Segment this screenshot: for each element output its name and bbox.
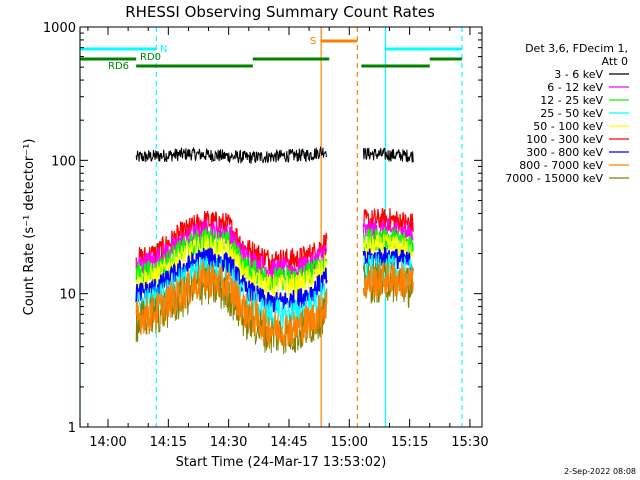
x-tick-label: 15:15	[391, 435, 428, 450]
legend-header-line2: Att 0	[602, 55, 628, 68]
y-axis: 1 10 100 1000	[43, 21, 482, 436]
y-axis-label: Count Rate (s⁻¹ detector⁻¹)	[22, 139, 37, 316]
series-8	[135, 261, 414, 349]
x-tick-label: 15:00	[331, 435, 368, 450]
chart-title: RHESSI Observing Summary Count Rates	[125, 3, 435, 21]
flag-label-s: S	[310, 36, 316, 47]
x-tick-label: 14:15	[150, 435, 187, 450]
y-tick-label: 1000	[43, 21, 76, 36]
legend-label: 25 - 50 keV	[540, 107, 603, 120]
legend-label: 6 - 12 keV	[547, 81, 603, 94]
y-tick-label: 100	[51, 154, 76, 169]
footer-timestamp: 2-Sep-2022 08:08	[564, 467, 636, 476]
x-tick-label: 14:00	[89, 435, 126, 450]
series-0	[135, 145, 414, 164]
plot-frame	[79, 26, 483, 428]
flag-label-rd6: RD6	[108, 61, 129, 72]
x-tick-label: 14:45	[270, 435, 307, 450]
x-tick-label: 14:30	[210, 435, 247, 450]
x-tick-label: 15:30	[451, 435, 488, 450]
legend-label: 300 - 800 keV	[526, 146, 603, 159]
x-axis-label: Start Time (24-Mar-17 13:53:02)	[176, 455, 387, 470]
legend-label: 7000 - 15000 keV	[505, 172, 603, 185]
x-axis: 14:00 14:15 14:30 14:45 15:00 15:15 15:30	[87, 27, 489, 450]
legend-label: 12 - 25 keV	[540, 94, 603, 107]
legend-label: 100 - 300 keV	[526, 133, 603, 146]
legend-label: 800 - 7000 keV	[519, 159, 603, 172]
y-tick-label: 1	[68, 421, 76, 436]
plot-area: N S RD0 RD6	[79, 27, 463, 427]
flag-label-rd0: RD0	[140, 52, 161, 63]
legend-header-line1: Det 3,6, FDecim 1,	[525, 42, 628, 55]
legend-label: 50 - 100 keV	[533, 120, 603, 133]
flag-label-n: N	[160, 44, 167, 55]
legend-label: 3 - 6 keV	[554, 68, 603, 81]
y-tick-label: 10	[59, 288, 76, 303]
